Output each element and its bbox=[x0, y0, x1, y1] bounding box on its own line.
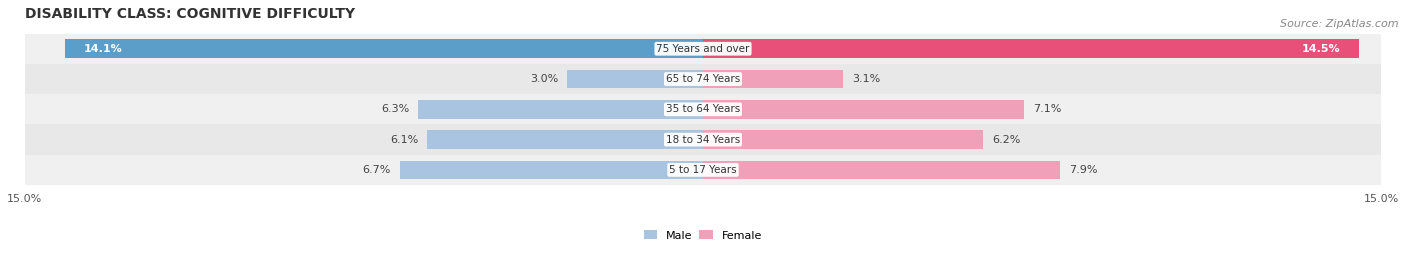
Text: 5 to 17 Years: 5 to 17 Years bbox=[669, 165, 737, 175]
Bar bbox=[703, 70, 844, 89]
Bar bbox=[567, 70, 703, 89]
Bar bbox=[399, 161, 703, 179]
Text: 35 to 64 Years: 35 to 64 Years bbox=[666, 104, 740, 114]
Text: 14.5%: 14.5% bbox=[1302, 44, 1341, 54]
Bar bbox=[24, 155, 1382, 185]
Text: 6.7%: 6.7% bbox=[363, 165, 391, 175]
Text: 6.3%: 6.3% bbox=[381, 104, 409, 114]
Legend: Male, Female: Male, Female bbox=[640, 226, 766, 245]
Bar bbox=[65, 39, 703, 58]
Text: 75 Years and over: 75 Years and over bbox=[657, 44, 749, 54]
Text: DISABILITY CLASS: COGNITIVE DIFFICULTY: DISABILITY CLASS: COGNITIVE DIFFICULTY bbox=[24, 7, 354, 21]
Text: 6.1%: 6.1% bbox=[389, 135, 418, 145]
Text: 3.0%: 3.0% bbox=[530, 74, 558, 84]
Bar bbox=[24, 64, 1382, 94]
Bar bbox=[703, 130, 983, 149]
Text: 7.1%: 7.1% bbox=[1033, 104, 1062, 114]
Bar bbox=[418, 100, 703, 119]
Text: 7.9%: 7.9% bbox=[1070, 165, 1098, 175]
Text: Source: ZipAtlas.com: Source: ZipAtlas.com bbox=[1281, 19, 1399, 29]
Bar bbox=[24, 124, 1382, 155]
Bar bbox=[427, 130, 703, 149]
Bar bbox=[24, 33, 1382, 64]
Text: 65 to 74 Years: 65 to 74 Years bbox=[666, 74, 740, 84]
Bar bbox=[703, 161, 1060, 179]
Text: 3.1%: 3.1% bbox=[852, 74, 880, 84]
Text: 6.2%: 6.2% bbox=[993, 135, 1021, 145]
Bar bbox=[703, 39, 1358, 58]
Text: 18 to 34 Years: 18 to 34 Years bbox=[666, 135, 740, 145]
Bar bbox=[703, 100, 1024, 119]
Text: 14.1%: 14.1% bbox=[83, 44, 122, 54]
Bar bbox=[24, 94, 1382, 124]
